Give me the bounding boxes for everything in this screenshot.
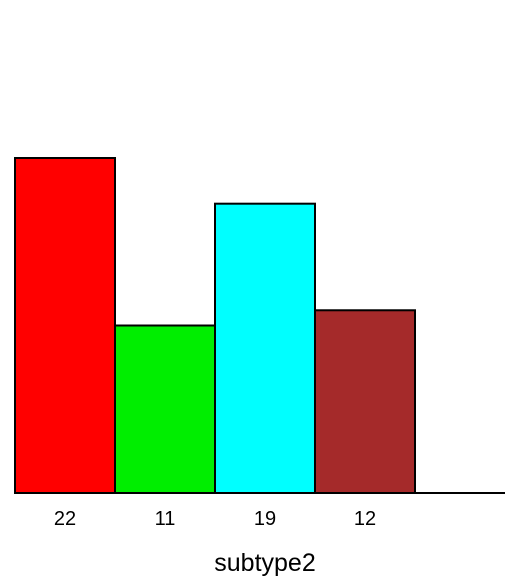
bars-layer	[14, 157, 416, 495]
x-tick-label: 12	[354, 508, 376, 530]
x-tick-label: 22	[54, 508, 76, 530]
x-tick-label: 11	[155, 508, 176, 530]
bar-12	[314, 309, 416, 495]
x-tick-labels: 22 11 19 12	[54, 508, 376, 530]
bar-11	[114, 324, 216, 494]
bar-19	[214, 202, 316, 494]
x-tick-label: 19	[254, 508, 276, 530]
x-axis-title: subtype2	[214, 549, 315, 577]
bar-22	[14, 157, 116, 494]
